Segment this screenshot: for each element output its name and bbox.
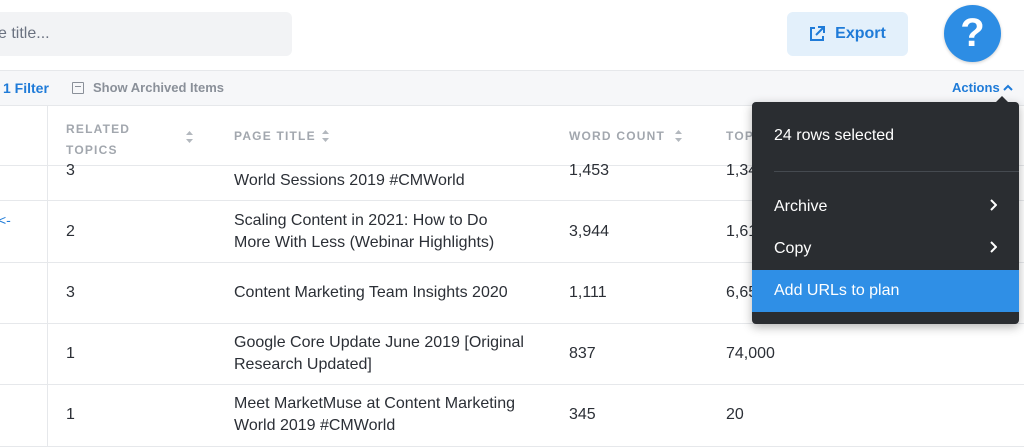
menu-divider bbox=[774, 171, 1019, 172]
sort-icon[interactable] bbox=[185, 130, 194, 144]
page-title-line1: Scaling Content in 2021: How to Do bbox=[234, 212, 488, 229]
show-archived-label: Show Archived Items bbox=[93, 80, 224, 95]
column-divider bbox=[47, 106, 48, 447]
page-title-line2: Research Updated] bbox=[234, 356, 372, 373]
page-title-line1: Meet MarketMuse at Content Marketing bbox=[234, 395, 516, 412]
top-cell: 1,61 bbox=[726, 223, 758, 240]
word-count-cell: 3,944 bbox=[569, 223, 610, 240]
word-count-cell: 345 bbox=[569, 406, 596, 423]
word-count-cell: 837 bbox=[569, 345, 596, 362]
archive-box-icon bbox=[72, 81, 84, 94]
selection-count: 24 rows selected bbox=[774, 127, 895, 144]
external-link-icon bbox=[810, 26, 826, 41]
word-count-cell: 1,111 bbox=[569, 284, 607, 301]
word-count-cell: 1,453 bbox=[569, 162, 610, 179]
page-title-cell[interactable]: World Sessions 2019 #CMWorld bbox=[234, 172, 465, 189]
related-topics-line1: RELATED bbox=[66, 122, 131, 136]
menu-item-add-urls-to-plan[interactable]: Add URLs to plan bbox=[752, 270, 1019, 312]
question-mark-icon: ? bbox=[960, 11, 985, 55]
filter-bar: 1 Filter Show Archived Items Actions bbox=[0, 70, 1024, 106]
actions-button[interactable]: Actions bbox=[952, 80, 1013, 95]
related-topics-cell: 2 bbox=[66, 223, 75, 240]
related-topics-cell: 3 bbox=[66, 284, 75, 301]
menu-item-archive[interactable]: Archive bbox=[752, 186, 1019, 228]
sort-icon[interactable] bbox=[674, 129, 683, 143]
top-cell: 6,65 bbox=[726, 284, 758, 301]
actions-label: Actions bbox=[952, 80, 1000, 95]
page-title-line2: World 2019 #CMWorld bbox=[234, 417, 396, 434]
filter-link[interactable]: 1 Filter bbox=[3, 80, 49, 96]
related-topics-cell: 1 bbox=[66, 406, 75, 423]
page-title-cell[interactable]: Meet MarketMuse at Content Marketing Wor… bbox=[234, 393, 515, 437]
menu-caret bbox=[996, 96, 1008, 102]
top-bar: Export ? bbox=[0, 0, 1024, 70]
menu-item-label: Add URLs to plan bbox=[774, 282, 900, 299]
export-label: Export bbox=[835, 25, 886, 42]
row-link-fragment[interactable]: <- bbox=[0, 212, 11, 228]
menu-item-label: Copy bbox=[774, 240, 812, 257]
column-header-page-title[interactable]: PAGE TITLE bbox=[234, 129, 316, 143]
table-row[interactable]: 1 Meet MarketMuse at Content Marketing W… bbox=[0, 385, 1024, 447]
page-title-header-label: PAGE TITLE bbox=[234, 129, 316, 143]
top-cell: 20 bbox=[726, 406, 744, 423]
page-title-cell[interactable]: Scaling Content in 2021: How to Do More … bbox=[234, 210, 494, 254]
word-count-header-label: WORD COUNT bbox=[569, 129, 665, 143]
related-topics-cell: 1 bbox=[66, 345, 75, 362]
show-archived-toggle[interactable]: Show Archived Items bbox=[72, 80, 224, 95]
related-topics-cell: 3 bbox=[66, 162, 75, 179]
column-header-word-count[interactable]: WORD COUNT bbox=[569, 129, 665, 143]
actions-menu: 24 rows selected Archive Copy Add URLs t… bbox=[752, 96, 1019, 324]
export-button[interactable]: Export bbox=[787, 12, 908, 56]
page-title-cell[interactable]: Google Core Update June 2019 [Original R… bbox=[234, 332, 524, 376]
top-cell: 1,34 bbox=[726, 162, 758, 179]
top-header-label: TOP bbox=[726, 129, 755, 143]
menu-item-label: Archive bbox=[774, 198, 828, 215]
search-input[interactable] bbox=[0, 25, 292, 43]
sort-icon[interactable] bbox=[321, 129, 330, 143]
menu-item-copy[interactable]: Copy bbox=[752, 228, 1019, 270]
chevron-up-icon bbox=[1002, 84, 1013, 91]
column-header-top[interactable]: TOP bbox=[726, 129, 754, 143]
chevron-right-icon bbox=[990, 241, 997, 253]
related-topics-line2: TOPICS bbox=[66, 143, 118, 157]
table-row[interactable]: 1 Google Core Update June 2019 [Original… bbox=[0, 324, 1024, 385]
help-button[interactable]: ? bbox=[944, 5, 1001, 62]
page-title-line1: Google Core Update June 2019 [Original bbox=[234, 334, 524, 351]
chevron-right-icon bbox=[990, 199, 997, 211]
column-header-related-topics[interactable]: RELATED TOPICS bbox=[66, 119, 130, 161]
page-title-line2: More With Less (Webinar Highlights) bbox=[234, 234, 495, 251]
top-cell: 74,000 bbox=[726, 345, 775, 362]
search-field[interactable] bbox=[0, 12, 292, 56]
page-title-cell[interactable]: Content Marketing Team Insights 2020 bbox=[234, 284, 508, 301]
